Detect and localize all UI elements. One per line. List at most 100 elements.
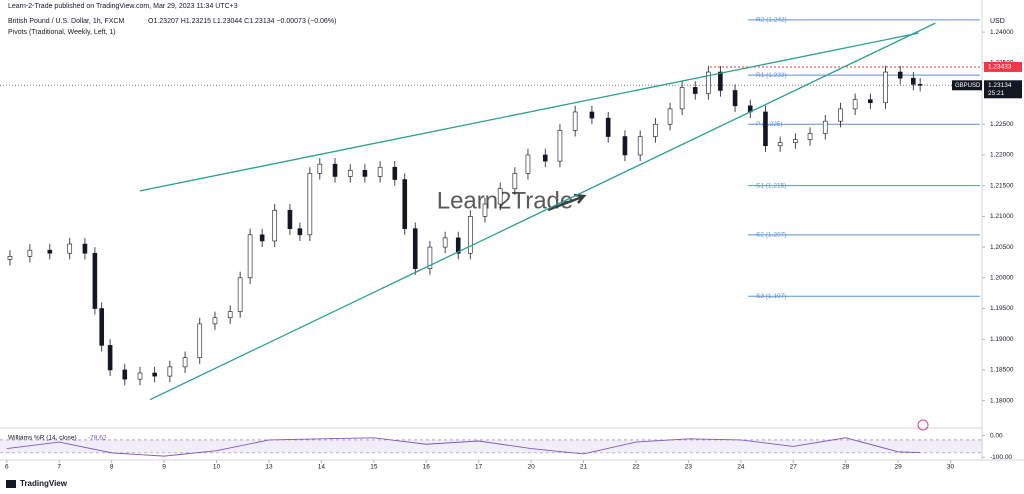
candle [557, 124, 563, 168]
candle [807, 127, 813, 146]
x-tick-label: 8 [110, 464, 114, 471]
indicator-band [0, 439, 982, 453]
candle-body [347, 170, 353, 177]
ohlc: O1.23207 H1.23215 L1.23044 C1.23134 −0.0… [148, 18, 336, 25]
candle [287, 204, 293, 235]
candle [197, 317, 203, 364]
candle-body [637, 136, 643, 156]
candle-body [377, 166, 383, 177]
candle [605, 111, 611, 143]
candle [7, 250, 13, 266]
candle-body [897, 71, 903, 79]
currency: USD [990, 18, 1005, 25]
candle [897, 65, 903, 85]
candle-body [482, 203, 488, 217]
candle [247, 228, 253, 284]
symbol-badge [952, 80, 982, 91]
candle [838, 102, 843, 128]
candle-body [137, 372, 143, 380]
candle-body [557, 130, 563, 162]
candle [679, 81, 685, 116]
candle [167, 360, 173, 383]
x-tick-label: 24 [737, 464, 745, 471]
candle [917, 78, 923, 92]
candle [297, 222, 303, 241]
event-icon[interactable] [917, 419, 929, 431]
candle [822, 115, 828, 140]
candle-body [317, 163, 323, 174]
candle [67, 237, 73, 260]
y-tick-label: 1.20000 [990, 275, 1014, 282]
y-tick-label: 1.18000 [990, 397, 1014, 404]
candle [237, 271, 243, 318]
candle-body [605, 117, 611, 137]
candle-body [427, 246, 433, 269]
x-tick-label: 6 [5, 464, 9, 471]
candle [589, 105, 595, 125]
candle [332, 158, 338, 183]
candle-body [122, 369, 128, 380]
x-tick-label: 17 [475, 464, 483, 471]
candle-body [838, 108, 843, 122]
y-tick-label: 1.19000 [990, 336, 1014, 343]
candle-body [259, 234, 265, 242]
candle [377, 161, 383, 183]
candle-body [777, 142, 783, 147]
x-tick-label: 28 [842, 464, 850, 471]
candle-body [287, 209, 293, 229]
candle-body [467, 216, 473, 254]
candle-body [883, 71, 888, 104]
high-marker-label: 1.23433 [988, 64, 1012, 71]
y-tick-label: 1.20500 [990, 244, 1014, 251]
x-tick-label: 20 [527, 464, 535, 471]
candle [92, 247, 98, 315]
candle-body [107, 345, 113, 371]
candle-body [497, 188, 503, 205]
candle-body [362, 170, 368, 177]
x-tick-label: 30 [947, 464, 955, 471]
trendline [149, 22, 936, 401]
x-tick-label: 7 [57, 464, 61, 471]
candle-body [412, 228, 418, 269]
candle [227, 305, 233, 324]
candle-body [197, 323, 203, 358]
candle [883, 65, 888, 109]
watermark: Learn2Trade [437, 187, 574, 214]
candle [706, 65, 711, 100]
candle [47, 244, 53, 260]
candle [317, 158, 323, 180]
candle-body [718, 71, 723, 91]
x-tick-label: 14 [318, 464, 326, 471]
candle [637, 130, 643, 162]
last-price-label: 1.23134 [988, 82, 1012, 89]
y-tick-label: 1.22000 [990, 152, 1014, 159]
candle [412, 222, 418, 275]
candle [868, 93, 873, 109]
candle-body [692, 87, 698, 94]
x-tick-label: 21 [580, 464, 588, 471]
candle-body [212, 317, 218, 325]
trendline [139, 32, 919, 192]
candle-body [402, 179, 408, 229]
last-price-badge [984, 80, 1022, 99]
candle-body [332, 163, 338, 177]
candle-body [392, 166, 398, 180]
pivot-label: S3 (1.197) [756, 293, 786, 300]
y-tick-label: 1.21500 [990, 182, 1014, 189]
candle-body [542, 154, 548, 162]
x-tick-label: 10 [213, 464, 221, 471]
candle [763, 105, 768, 152]
candle [455, 231, 461, 260]
indicator-line [6, 437, 921, 457]
candle-body [237, 277, 243, 312]
indicator-tick-label: 0.00 [990, 432, 1003, 439]
candle [512, 167, 518, 195]
x-tick-label: 16 [423, 464, 431, 471]
candle [525, 148, 531, 180]
pivot-label: R1 (1.233) [756, 72, 787, 79]
candle [667, 102, 673, 131]
indicator-label: Williams %R (14, close) [8, 435, 77, 442]
